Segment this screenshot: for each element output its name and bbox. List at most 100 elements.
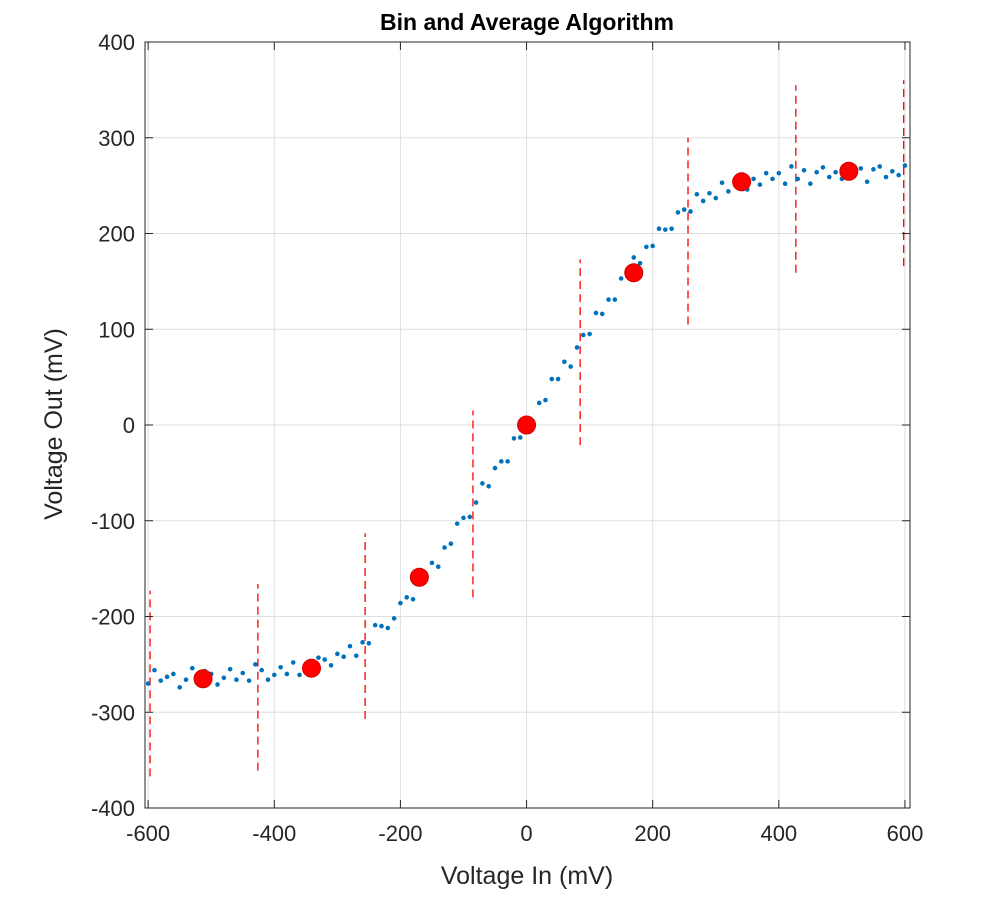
sample-point (473, 500, 479, 505)
sample-point (858, 166, 864, 171)
sample-point (467, 514, 473, 520)
y-ticks: -400 -300 -200 -100 0 100 200 300 400 (91, 30, 910, 821)
sample-point (587, 331, 592, 337)
sample-point (183, 677, 189, 682)
bin-mean-point (409, 567, 429, 587)
sample-point (265, 677, 271, 682)
x-tick-label: -600 (126, 821, 170, 846)
sample-point (259, 667, 264, 673)
sample-point (833, 169, 838, 175)
sample-point (757, 182, 763, 187)
sample-point (499, 459, 504, 464)
sample-point (568, 364, 574, 369)
sample-point (492, 465, 498, 471)
sample-point (890, 168, 895, 174)
sample-point (549, 376, 555, 382)
sample-point (435, 564, 441, 570)
sample-point (618, 276, 624, 281)
sample-point (372, 622, 378, 628)
sample-point (190, 665, 195, 671)
sample-point (581, 332, 586, 338)
x-ticks: -600 -400 -200 0 200 400 600 (126, 42, 923, 846)
sample-point (385, 625, 391, 631)
sample-point (171, 671, 176, 677)
sample-point (555, 376, 561, 382)
sample-point (820, 165, 826, 170)
sample-point (391, 616, 397, 621)
sample-point (606, 297, 611, 302)
y-tick-label: -100 (91, 509, 135, 534)
sample-point (864, 179, 870, 185)
sample-point (353, 653, 359, 659)
sample-point (675, 210, 681, 215)
bin-mean-point (193, 669, 213, 689)
sample-point (681, 207, 687, 212)
y-axis-label: Voltage Out (mV) (40, 328, 68, 520)
sample-point (322, 657, 328, 662)
sample-point (707, 190, 712, 196)
sample-point (763, 170, 769, 176)
sample-point (215, 682, 220, 687)
sample-point (410, 596, 416, 602)
sample-point (669, 226, 674, 232)
sample-point (335, 651, 340, 657)
sample-point (290, 660, 296, 665)
sample-point (246, 678, 252, 683)
sample-point (328, 663, 334, 668)
sample-point (536, 400, 542, 406)
y-tick-label: -200 (91, 605, 135, 630)
sample-point (366, 641, 372, 646)
sample-point (877, 164, 883, 169)
x-tick-label: -200 (378, 821, 422, 846)
x-tick-label: 600 (887, 821, 924, 846)
y-tick-label: 300 (98, 126, 135, 151)
y-tick-label: 0 (123, 413, 135, 438)
sample-point (240, 670, 246, 676)
sample-point (341, 654, 346, 660)
x-tick-label: -400 (252, 821, 296, 846)
sample-point (700, 198, 706, 204)
sample-point (448, 541, 454, 547)
sample-point (789, 164, 794, 169)
sample-point (650, 243, 655, 249)
y-tick-label: 200 (98, 222, 135, 247)
sample-point (278, 664, 283, 670)
chart-title: Bin and Average Algorithm (380, 9, 674, 35)
sample-point (221, 675, 227, 681)
sample-point (637, 260, 643, 266)
sample-point (808, 181, 813, 187)
bin-mean-point (732, 172, 752, 192)
sample-point (694, 191, 700, 197)
sample-point (562, 359, 567, 365)
sample-point (713, 195, 719, 201)
sample-point (770, 176, 775, 182)
sample-point (486, 483, 492, 489)
sample-point (145, 681, 151, 686)
sample-point (404, 595, 410, 600)
sample-point (883, 174, 889, 180)
x-tick-label: 400 (760, 821, 797, 846)
sample-point (663, 227, 668, 232)
sample-point (782, 181, 788, 187)
sample-point (284, 671, 290, 677)
bin-mean-point (517, 415, 537, 435)
sample-point (347, 643, 353, 649)
sample-point (751, 176, 756, 182)
sample-point (688, 209, 693, 214)
sample-point (398, 600, 403, 606)
sample-point (505, 459, 510, 464)
sample-point (801, 168, 807, 173)
sample-point (271, 672, 277, 678)
sample-point (517, 435, 523, 440)
bin-mean-point (624, 263, 644, 283)
sample-point (593, 310, 599, 316)
x-tick-label: 200 (634, 821, 671, 846)
sample-point (442, 545, 447, 550)
sample-point (599, 311, 605, 317)
bin-mean-point (839, 161, 859, 181)
y-tick-label: -400 (91, 796, 135, 821)
sample-point (480, 481, 485, 486)
sample-point (726, 189, 731, 194)
sample-point (814, 169, 819, 175)
